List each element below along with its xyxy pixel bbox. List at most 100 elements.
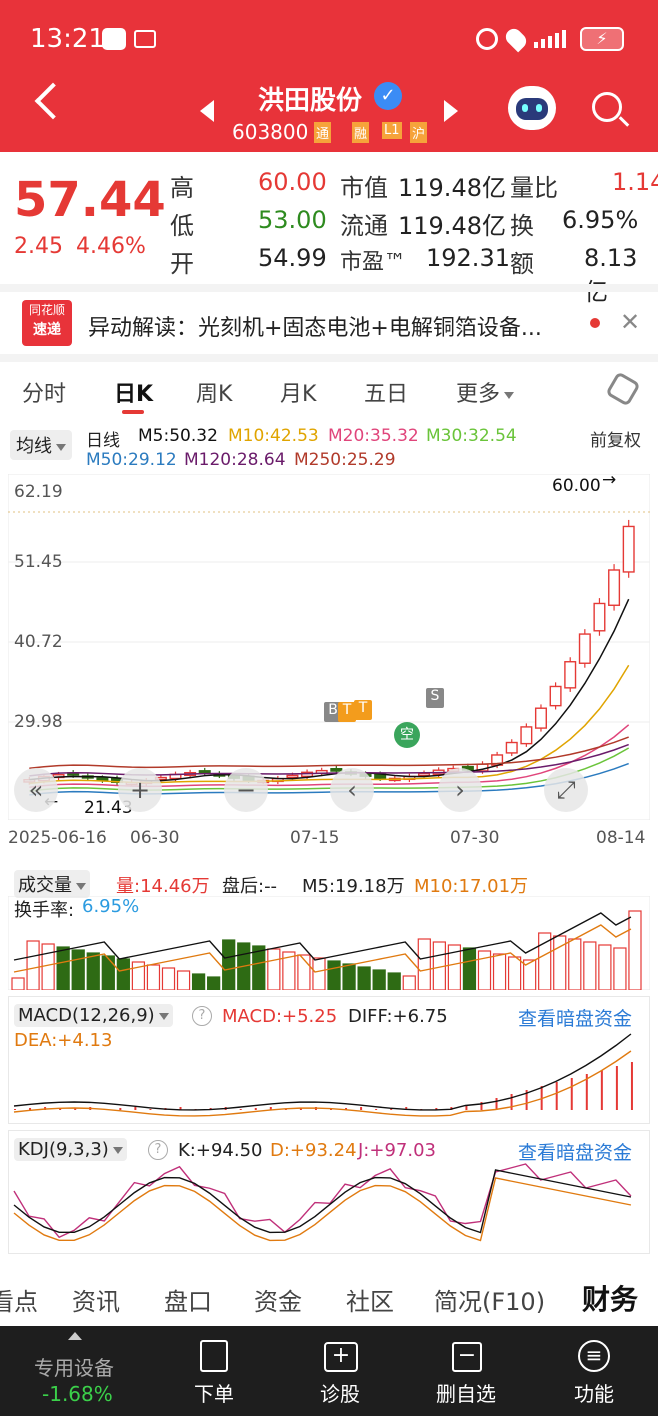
float-value: 119.48亿 [398, 212, 506, 240]
back-icon[interactable] [34, 82, 72, 120]
wechat-icon [102, 28, 126, 50]
remove-watchlist-icon[interactable]: − [452, 1342, 482, 1372]
macd-bar [465, 1106, 468, 1110]
volume-bar [252, 945, 266, 990]
volume-bar [477, 950, 492, 990]
min-price-label: 21.43 [84, 798, 133, 818]
adjust-label[interactable]: 前复权 [590, 431, 641, 451]
tab-intraday[interactable]: 分时 [22, 382, 67, 407]
next-stock-icon[interactable] [444, 100, 458, 122]
status-time: 13:21 [30, 24, 105, 54]
volume-bar [161, 967, 176, 990]
order-label[interactable]: 下单 [194, 1382, 234, 1406]
candle-body [622, 525, 635, 573]
candle-body [198, 770, 211, 774]
help-icon[interactable]: ? [192, 1006, 212, 1026]
tab-highlights[interactable]: 看点 [0, 1288, 38, 1316]
kdj-selector[interactable]: KDJ(9,3,3) [14, 1138, 127, 1161]
ma-selector[interactable]: 均线 [10, 430, 72, 460]
unread-dot [590, 318, 600, 328]
volume-m10-line [13, 924, 632, 973]
marker-t1[interactable]: T [338, 702, 356, 722]
tab-indicator [122, 410, 144, 414]
stock-name: 洪田股份 [258, 86, 363, 116]
tab-daily-k[interactable]: 日K [114, 382, 154, 407]
zoom-in-icon[interactable]: + [118, 768, 162, 812]
candle-body [418, 772, 431, 777]
y-tick-2: 51.45 [14, 552, 63, 572]
volume-bar [71, 949, 85, 990]
tab-five-day[interactable]: 五日 [364, 382, 409, 407]
macd-bar [630, 1062, 633, 1110]
volume-bar [492, 953, 507, 990]
dark-pool-link[interactable]: 查看暗盘资金 [518, 1142, 633, 1164]
prev-candle-icon[interactable]: ‹ [330, 768, 374, 812]
macd-bar [330, 1109, 332, 1110]
tab-monthly-k[interactable]: 月K [280, 382, 317, 407]
j-line [13, 1163, 632, 1239]
marker-b[interactable]: B [324, 702, 342, 722]
low-value: 53.00 [258, 206, 327, 234]
tab-finance[interactable]: 财务 [582, 1283, 639, 1316]
tab-more[interactable]: 更多 [456, 376, 515, 408]
marker-empty[interactable]: 空 [394, 722, 420, 748]
tab-orderbook[interactable]: 盘口 [164, 1288, 212, 1316]
diagnose-icon[interactable]: + [324, 1342, 358, 1372]
settings-icon[interactable] [605, 371, 641, 407]
volume-bar [131, 961, 146, 990]
macd-bar [360, 1107, 363, 1110]
volume-bar [568, 938, 582, 990]
sector-pct: -1.68% [42, 1382, 113, 1406]
dark-pool-link[interactable]: 查看暗盘资金 [518, 1008, 633, 1030]
scroll-left-icon[interactable]: « [14, 768, 58, 812]
macd-panel[interactable] [8, 996, 650, 1124]
high-value: 60.00 [258, 168, 327, 196]
prev-stock-icon[interactable] [200, 100, 214, 122]
fullscreen-icon[interactable]: ⤢ [544, 768, 588, 812]
mcap-value: 119.48亿 [398, 174, 506, 202]
volume-chart[interactable] [8, 896, 650, 990]
divider [0, 354, 658, 362]
bottom-nav: 专用设备 -1.68% 下单 + 诊股 − 删自选 ≡ 功能 [0, 1326, 658, 1416]
news-text[interactable]: 异动解读：光刻机+固态电池+电解铜箔设备... [88, 316, 542, 341]
volume-selector[interactable]: 成交量 [14, 870, 90, 898]
search-icon[interactable] [592, 92, 622, 122]
remove-watchlist-label[interactable]: 删自选 [436, 1382, 496, 1406]
news-logo: 同花顺 速递 [22, 300, 72, 346]
candle-body [578, 633, 591, 664]
date-4: 07-30 [450, 828, 500, 848]
zoom-out-icon[interactable]: − [224, 768, 268, 812]
tab-weekly-k[interactable]: 周K [196, 382, 233, 407]
kdj-panel[interactable] [8, 1130, 650, 1254]
tab-funds[interactable]: 资金 [254, 1288, 302, 1316]
next-candle-icon[interactable]: › [438, 768, 482, 812]
expand-icon[interactable] [68, 1332, 82, 1340]
divider [0, 284, 658, 292]
help-icon[interactable]: ? [148, 1140, 168, 1160]
close-icon[interactable]: ✕ [620, 308, 641, 336]
diagnose-label[interactable]: 诊股 [320, 1382, 360, 1406]
tab-news[interactable]: 资讯 [72, 1288, 120, 1316]
date-3: 07-15 [290, 828, 340, 848]
volume-bar [56, 946, 70, 990]
volume-bar [26, 940, 40, 990]
order-icon[interactable] [200, 1340, 228, 1372]
candle-body [549, 685, 562, 707]
volume-bar [387, 972, 401, 990]
tab-f10[interactable]: 简况(F10) [434, 1288, 546, 1316]
volume-bar [41, 943, 55, 990]
macd-bar [525, 1090, 528, 1110]
marker-t2[interactable]: T [354, 700, 372, 720]
marker-s[interactable]: S [426, 688, 444, 708]
menu-icon[interactable]: ≡ [578, 1340, 610, 1372]
robot-assistant-icon[interactable] [508, 86, 556, 130]
sector-name[interactable]: 专用设备 [34, 1356, 114, 1380]
candle-body [96, 777, 109, 781]
mcap-label: 市值 [340, 174, 388, 202]
macd-bar [480, 1102, 483, 1110]
tab-community[interactable]: 社区 [346, 1288, 394, 1316]
function-label[interactable]: 功能 [574, 1382, 614, 1406]
kline-chart[interactable] [8, 474, 650, 820]
dea-line [13, 1050, 632, 1117]
macd-selector[interactable]: MACD(12,26,9) [14, 1004, 173, 1027]
